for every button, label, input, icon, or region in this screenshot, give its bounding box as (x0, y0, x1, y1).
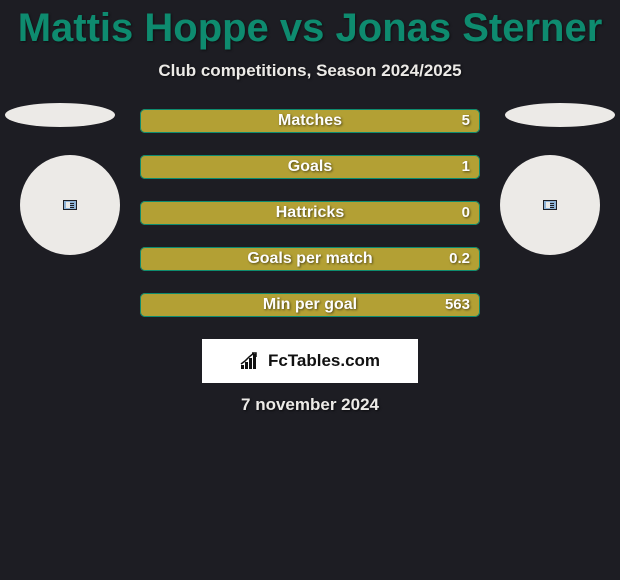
stat-label: Goals per match (140, 247, 480, 271)
stat-row: Min per goal 563 (140, 293, 480, 317)
date-label: 7 november 2024 (0, 395, 620, 415)
player-right-nameplate (505, 103, 615, 127)
comparison-panel: Matches 5 Goals 1 Hattricks 0 Goals per … (0, 109, 620, 317)
stat-row: Matches 5 (140, 109, 480, 133)
stat-label: Hattricks (140, 201, 480, 225)
stat-value: 0.2 (449, 247, 470, 271)
stat-row: Hattricks 0 (140, 201, 480, 225)
stat-value: 5 (462, 109, 470, 133)
player-right-avatar (500, 155, 600, 255)
fctables-logo-icon (240, 352, 264, 370)
player-left-avatar (20, 155, 120, 255)
player-left-nameplate (5, 103, 115, 127)
page-title: Mattis Hoppe vs Jonas Sterner (0, 0, 620, 51)
subtitle: Club competitions, Season 2024/2025 (0, 61, 620, 81)
placeholder-avatar-icon (63, 200, 77, 210)
stat-value: 0 (462, 201, 470, 225)
stat-row: Goals 1 (140, 155, 480, 179)
placeholder-avatar-icon (543, 200, 557, 210)
stat-label: Min per goal (140, 293, 480, 317)
attribution-text: FcTables.com (268, 351, 380, 371)
stat-value: 1 (462, 155, 470, 179)
stat-value: 563 (445, 293, 470, 317)
stat-row: Goals per match 0.2 (140, 247, 480, 271)
stat-label: Goals (140, 155, 480, 179)
attribution-badge[interactable]: FcTables.com (202, 339, 418, 383)
stat-rows: Matches 5 Goals 1 Hattricks 0 Goals per … (140, 109, 480, 317)
stat-label: Matches (140, 109, 480, 133)
